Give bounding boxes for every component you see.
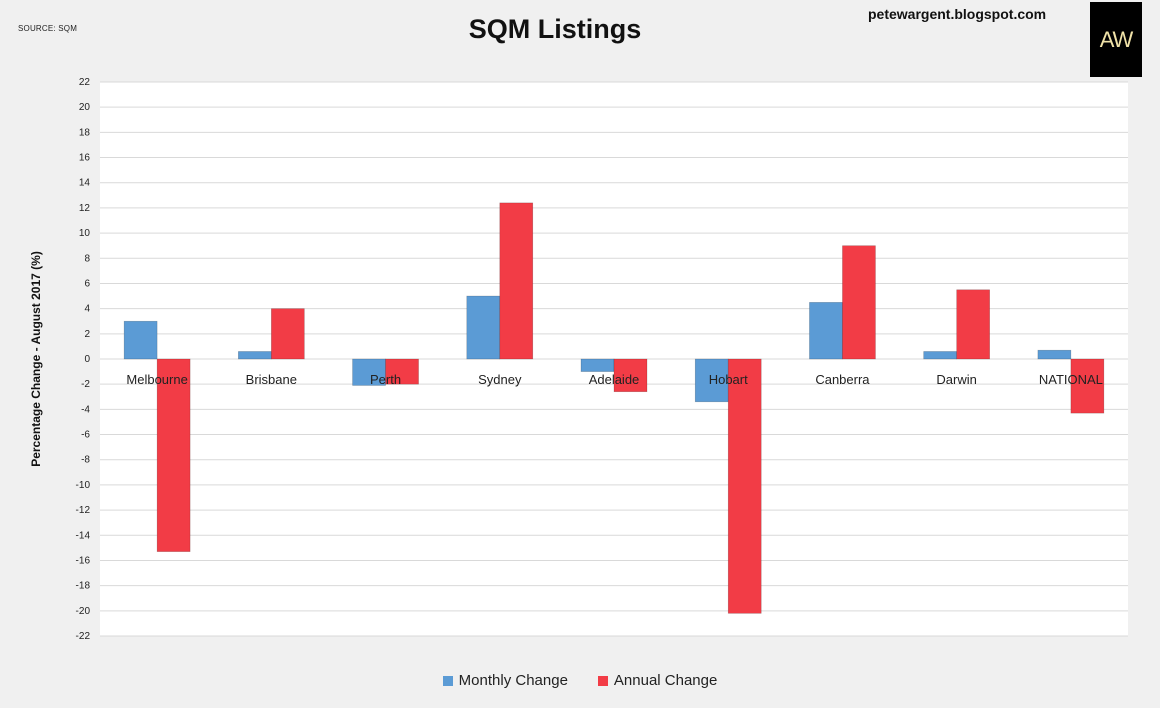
- legend-item-annual: Annual Change: [597, 672, 718, 689]
- bar-annual-melbourne: [156, 358, 191, 552]
- bar-monthly-national: [1037, 349, 1072, 360]
- y-tick-label: 8: [84, 253, 90, 264]
- x-tick-label: NATIONAL: [1039, 372, 1103, 387]
- y-axis-label: Percentage Change - August 2017 (%): [29, 251, 43, 467]
- y-tick-label: -16: [76, 555, 91, 566]
- x-tick-label: Darwin: [936, 372, 976, 387]
- x-tick-label: Hobart: [709, 372, 748, 387]
- y-tick-label: -20: [76, 606, 91, 617]
- legend-label-annual: Annual Change: [613, 672, 718, 689]
- y-axis-ticks: 2220181614121086420-2-4-6-8-10-12-14-16-…: [76, 77, 91, 642]
- bars: [123, 202, 1105, 614]
- y-tick-label: 6: [84, 278, 90, 289]
- y-tick-label: -8: [81, 455, 90, 466]
- gridlines: [100, 81, 1128, 637]
- bar-monthly-perth: [352, 358, 386, 386]
- y-tick-label: 10: [79, 228, 91, 239]
- legend-swatch-monthly: [442, 675, 453, 686]
- y-tick-label: 4: [84, 304, 90, 315]
- source-label: SOURCE: SQM: [18, 24, 78, 33]
- x-axis-labels: Melbourne Brisbane Perth Sydney Adelaide Hoba…: [126, 372, 1103, 387]
- y-tick-label: 12: [79, 203, 91, 214]
- bar-monthly-brisbane: [238, 351, 272, 360]
- legend: Monthly Change Annual Change: [0, 672, 1160, 689]
- y-tick-label: -4: [81, 404, 90, 415]
- y-tick-label: -18: [76, 581, 91, 592]
- bar-annual-brisbane: [271, 308, 305, 360]
- bar-monthly-melbourne: [123, 320, 158, 360]
- bar-monthly-adelaide: [580, 358, 615, 372]
- bar-monthly-darwin: [923, 351, 957, 360]
- y-tick-label: 0: [84, 354, 90, 365]
- bar-annual-sydney: [499, 202, 534, 360]
- y-tick-label: -12: [76, 505, 91, 516]
- bar-monthly-sydney: [466, 295, 501, 360]
- blog-url: petewargent.blogspot.com: [868, 6, 1047, 22]
- x-tick-label: Melbourne: [126, 372, 187, 387]
- aw-logo: AW: [1090, 2, 1142, 77]
- x-tick-label: Adelaide: [589, 372, 640, 387]
- x-tick-label: Sydney: [478, 372, 522, 387]
- bar-monthly-canberra: [809, 302, 843, 360]
- bar-annual-canberra: [842, 245, 876, 360]
- y-tick-label: -10: [76, 480, 91, 491]
- bar-annual-adelaide: [613, 358, 648, 393]
- x-tick-label: Canberra: [815, 372, 870, 387]
- y-tick-label: -14: [76, 530, 91, 541]
- x-tick-label: Brisbane: [246, 372, 297, 387]
- y-tick-label: -2: [81, 379, 90, 390]
- y-tick-label: 22: [79, 77, 91, 88]
- y-tick-label: 16: [79, 153, 91, 164]
- legend-item-monthly: Monthly Change: [442, 672, 568, 689]
- y-tick-label: 18: [79, 127, 91, 138]
- y-tick-label: 20: [79, 102, 91, 113]
- chart-title: SQM Listings: [468, 14, 642, 44]
- y-tick-label: 2: [84, 329, 90, 340]
- bar-annual-national: [1070, 358, 1105, 414]
- logo-text: AW: [1099, 26, 1134, 52]
- bar-monthly-hobart: [694, 358, 729, 403]
- bar-annual-darwin: [956, 289, 990, 360]
- legend-swatch-annual: [597, 675, 608, 686]
- x-tick-label: Perth: [370, 372, 401, 387]
- bar-annual-hobart: [727, 358, 762, 614]
- y-tick-label: 14: [79, 178, 91, 189]
- y-tick-label: -6: [81, 430, 90, 441]
- y-tick-label: -22: [76, 631, 91, 642]
- legend-label-monthly: Monthly Change: [458, 672, 568, 689]
- bar-annual-perth: [385, 358, 419, 385]
